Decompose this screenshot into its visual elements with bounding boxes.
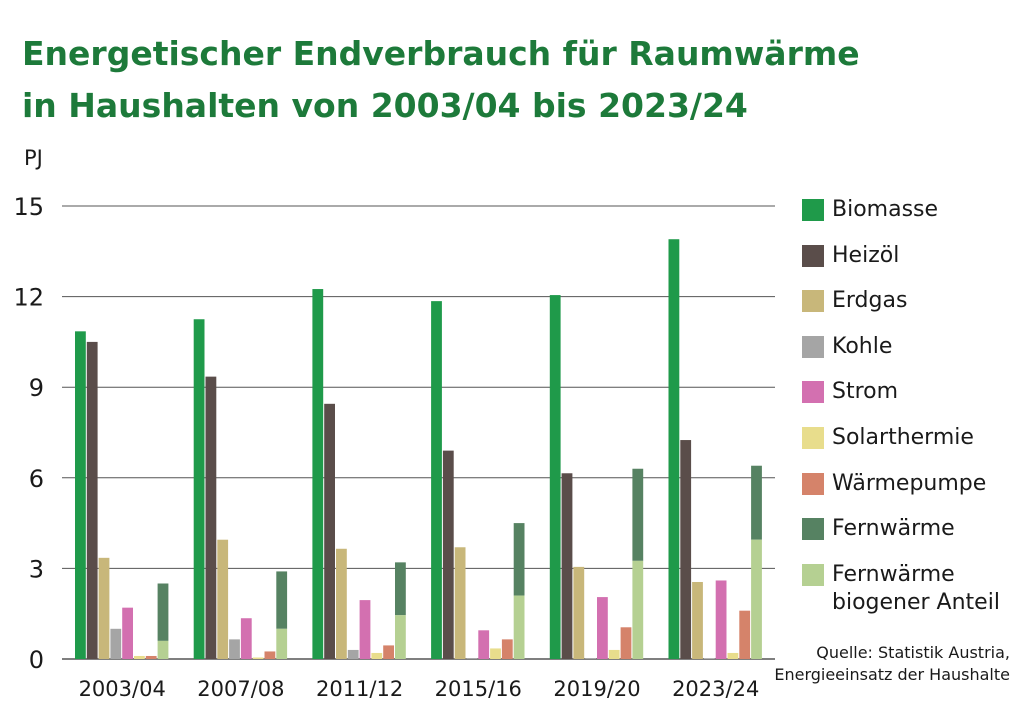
source-note: Quelle: Statistik Austria, Energieeinsat… (740, 642, 1010, 686)
bar-kohle (347, 649, 359, 659)
bar-heizöl (442, 450, 454, 659)
bar-fernwaerme (513, 523, 525, 596)
bar-fernwaerme-biogen (751, 539, 762, 659)
bar-wärmepumpe (383, 645, 394, 659)
bar-biomasse (312, 289, 324, 659)
bar-fernwaerme (632, 468, 644, 561)
bar-biomasse (75, 331, 86, 659)
bar-fernwaerme (157, 583, 169, 641)
bar-fernwaerme-biogen (395, 615, 406, 659)
bar-heizöl (324, 403, 335, 659)
legend-swatch (802, 427, 824, 449)
bar-kohle (703, 658, 715, 659)
legend-label: Fernwärme (832, 516, 955, 542)
bar-erdgas (692, 581, 703, 659)
y-tick-label: 9 (29, 374, 44, 402)
bar-wärmepumpe (501, 639, 513, 659)
x-tick-label: 2011/12 (316, 677, 403, 701)
bar-erdgas (336, 548, 347, 659)
bar-heizöl (205, 376, 217, 659)
bar-heizöl (561, 473, 573, 659)
legend-swatch (802, 381, 824, 404)
bar-erdgas (573, 566, 585, 659)
bar-solarthermie (608, 649, 620, 659)
y-tick-label: 6 (29, 465, 44, 493)
x-tick-label: 2015/16 (435, 677, 522, 701)
bar-wärmepumpe (739, 610, 751, 659)
bar-biomasse (193, 319, 205, 659)
bar-fernwaerme (276, 571, 288, 629)
legend-swatch (802, 563, 824, 586)
legend-swatch (802, 518, 824, 541)
bar-kohle (585, 658, 596, 659)
bar-strom (359, 600, 371, 659)
bar-wärmepumpe (145, 655, 157, 659)
bar-solarthermie (727, 652, 739, 659)
legend-label: Wärmepumpe (832, 470, 987, 496)
x-tick-label: 2003/04 (79, 677, 166, 701)
bar-kohle (110, 628, 122, 659)
y-tick-label: 12 (13, 284, 44, 312)
bar-fernwaerme-biogen (632, 560, 644, 659)
chart-title-line2: in Haushalten von 2003/04 bis 2023/24 (22, 86, 748, 125)
y-tick-label: 15 (13, 193, 44, 221)
legend-swatch (802, 335, 824, 358)
bar-fernwaerme-biogen (157, 640, 169, 659)
chart-title: Energetischer Endverbrauch für Raumwärme… (22, 28, 860, 132)
legend-swatch (802, 472, 824, 495)
bar-solarthermie (134, 655, 145, 659)
legend-label: Biomasse (832, 197, 939, 222)
source-line2: Energieeinsatz der Haushalte (774, 665, 1010, 684)
bar-fernwaerme-biogen (276, 628, 288, 659)
bar-erdgas (98, 557, 110, 659)
bar-heizöl (680, 440, 692, 659)
x-tick-label: 2023/24 (672, 677, 759, 701)
source-line1: Quelle: Statistik Austria, (816, 643, 1010, 662)
bar-strom (597, 597, 608, 659)
bar-chart: 0 3 6 9 12 15 2003/04 2007/08 2011/12 2015/16 2019… (13, 193, 775, 701)
bar-solarthermie (252, 657, 264, 659)
bar-biomasse (431, 301, 442, 659)
legend-label: Heizöl (832, 242, 900, 268)
legend-label: Fernwärme biogener Anteil (832, 561, 1000, 615)
bar-kohle (466, 658, 478, 659)
bar-strom (122, 607, 133, 659)
bar-wärmepumpe (620, 627, 632, 659)
legend-swatch (802, 244, 824, 267)
x-tick-label: 2019/20 (553, 677, 640, 701)
bar-strom (478, 630, 490, 659)
y-axis-unit-label: PJ (24, 146, 43, 170)
legend-label: Strom (832, 379, 899, 405)
bar-biomasse (549, 295, 561, 659)
legend-swatch (802, 199, 824, 221)
bar-fernwaerme-biogen (513, 595, 525, 659)
bar-erdgas (454, 547, 466, 659)
bar-solarthermie (490, 648, 501, 659)
bar-heizöl (86, 341, 98, 659)
x-tick-label: 2007/08 (197, 677, 284, 701)
legend-label: Erdgas (832, 288, 908, 314)
legend-swatch (802, 290, 824, 313)
bar-solarthermie (371, 652, 383, 659)
y-tick-label: 3 (29, 555, 44, 583)
bar-fernwaerme (395, 562, 406, 616)
legend-label: Kohle (832, 333, 893, 359)
bar-fernwaerme (751, 465, 762, 540)
bar-kohle (229, 639, 240, 659)
bar-erdgas (217, 539, 229, 659)
bar-wärmepumpe (264, 651, 276, 659)
chart-title-line1: Energetischer Endverbrauch für Raumwärme (22, 34, 860, 73)
legend-label: Solarthermie (832, 425, 974, 450)
bar-strom (240, 618, 252, 659)
bar-strom (715, 580, 727, 659)
y-tick-label: 0 (29, 646, 44, 674)
bar-biomasse (668, 239, 680, 659)
